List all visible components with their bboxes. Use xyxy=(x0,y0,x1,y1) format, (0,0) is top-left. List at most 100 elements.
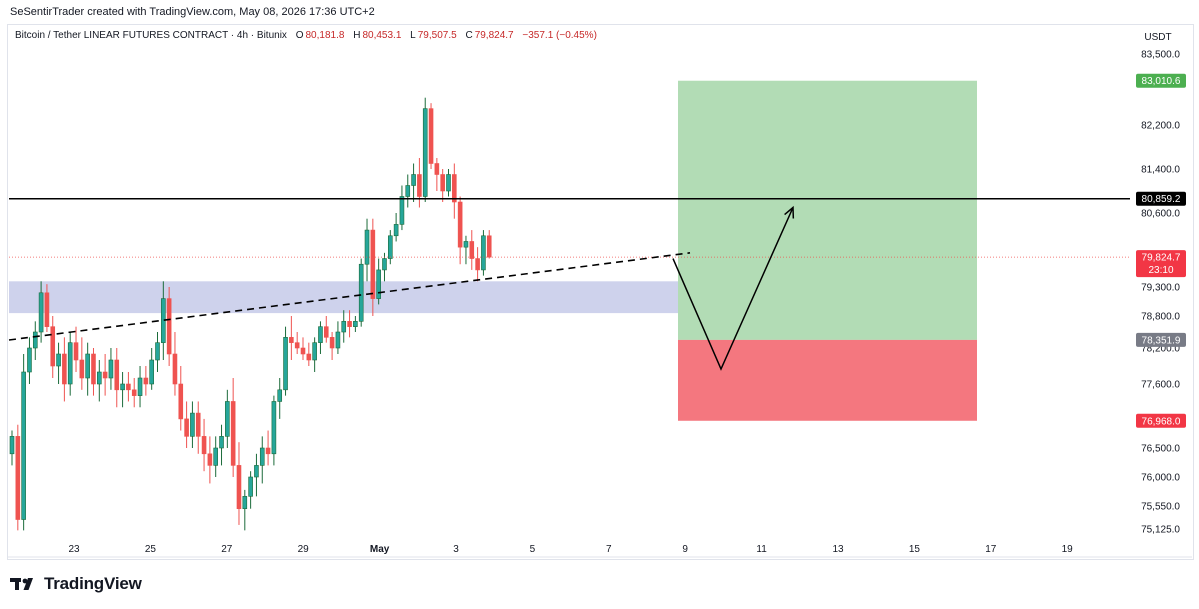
candle xyxy=(353,321,358,327)
y-tick-label: 80,600.0 xyxy=(1141,209,1180,220)
candle xyxy=(131,389,137,396)
low-label: L xyxy=(410,30,416,41)
candle xyxy=(364,229,370,265)
chart-pane[interactable] xyxy=(7,24,1194,560)
candle xyxy=(428,108,434,164)
candle xyxy=(62,353,67,385)
x-tick-label: 25 xyxy=(145,544,157,555)
candle xyxy=(422,108,428,197)
candle xyxy=(155,342,160,361)
x-tick-label: 11 xyxy=(756,544,767,555)
target-price-label: 83,010.6 xyxy=(1142,76,1181,87)
candle xyxy=(230,401,236,466)
candle xyxy=(469,241,475,259)
candle xyxy=(15,436,21,520)
y-tick-label: 76,000.0 xyxy=(1141,473,1180,484)
y-tick-label: 77,600.0 xyxy=(1141,380,1180,391)
candle xyxy=(271,401,277,455)
candle xyxy=(102,371,108,379)
target-zone xyxy=(678,80,977,340)
symbol-description[interactable]: Bitcoin / Tether LINEAR FUTURES CONTRACT… xyxy=(15,30,287,41)
attribution: SeSentirTrader created with TradingView.… xyxy=(10,6,375,18)
candle xyxy=(97,371,102,385)
y-tick-label: 82,200.0 xyxy=(1141,121,1180,132)
entry-price-label-box xyxy=(1136,332,1186,347)
candle xyxy=(114,359,120,391)
change-value: −357.1 (−0.45%) xyxy=(522,30,597,41)
candle xyxy=(56,353,61,367)
candle xyxy=(387,235,393,259)
candle xyxy=(405,185,411,197)
candle xyxy=(376,269,381,299)
currency-label: USDT xyxy=(1144,32,1171,43)
candle xyxy=(259,447,265,466)
y-tick-label: 76,500.0 xyxy=(1141,444,1180,455)
x-tick-label: 29 xyxy=(298,544,310,555)
candle xyxy=(452,174,457,203)
candle xyxy=(457,201,463,248)
y-tick-label: 79,300.0 xyxy=(1141,283,1180,294)
y-tick-label: 75,125.0 xyxy=(1141,525,1180,536)
candle xyxy=(172,353,178,385)
candle xyxy=(225,401,230,437)
candle xyxy=(300,347,306,355)
candle xyxy=(50,326,56,367)
candle xyxy=(463,241,469,248)
high-value: 80,453.1 xyxy=(362,30,402,41)
candle xyxy=(341,321,347,333)
y-tick-label: 75,550.0 xyxy=(1141,502,1180,513)
candle xyxy=(73,342,79,361)
candle xyxy=(358,263,364,322)
candle xyxy=(166,298,172,355)
candle xyxy=(126,383,131,391)
high-label: H xyxy=(353,30,361,41)
low-value: 79,507.5 xyxy=(417,30,457,41)
candle xyxy=(79,359,85,379)
x-tick-label: 9 xyxy=(682,544,688,555)
candle xyxy=(219,436,224,449)
candle xyxy=(27,347,32,373)
x-tick-label: 3 xyxy=(453,544,459,555)
current-price-box xyxy=(1136,250,1186,278)
candle xyxy=(195,412,201,437)
candle xyxy=(201,436,207,455)
candle xyxy=(440,174,445,192)
tradingview-brand: TradingView xyxy=(44,574,142,593)
candle xyxy=(486,235,492,258)
candle xyxy=(475,258,480,271)
candle xyxy=(32,331,38,349)
resistance-price-label-box xyxy=(1136,191,1186,206)
projection-path xyxy=(672,207,794,371)
candle xyxy=(9,436,15,455)
y-tick-label: 78,800.0 xyxy=(1141,312,1180,323)
x-tick-label: 13 xyxy=(832,544,844,555)
candle xyxy=(178,383,184,420)
candle xyxy=(335,331,341,349)
candle xyxy=(446,174,451,192)
footer: TradingView xyxy=(10,574,142,594)
candle xyxy=(190,412,195,437)
candle xyxy=(312,342,317,361)
stop-zone xyxy=(678,339,977,421)
y-tick-label: 78,200.0 xyxy=(1141,344,1180,355)
x-tick-label: 7 xyxy=(606,544,612,555)
candle xyxy=(248,476,253,497)
candle xyxy=(242,496,248,510)
candle xyxy=(236,465,242,510)
candle xyxy=(120,383,125,391)
current-price-label: 79,824.7 xyxy=(1142,253,1181,264)
candle xyxy=(254,465,259,478)
candle xyxy=(44,292,50,327)
candle xyxy=(265,447,271,455)
x-tick-label: 27 xyxy=(221,544,233,555)
candle xyxy=(347,321,352,327)
candle xyxy=(318,326,323,343)
target-price-label-box xyxy=(1136,73,1186,88)
candle xyxy=(323,326,329,338)
tradingview-logo-icon xyxy=(10,578,33,590)
x-tick-label: 15 xyxy=(909,544,921,555)
candle xyxy=(108,359,114,379)
x-tick-label: May xyxy=(370,544,390,555)
countdown-label: 23:10 xyxy=(1148,265,1173,276)
